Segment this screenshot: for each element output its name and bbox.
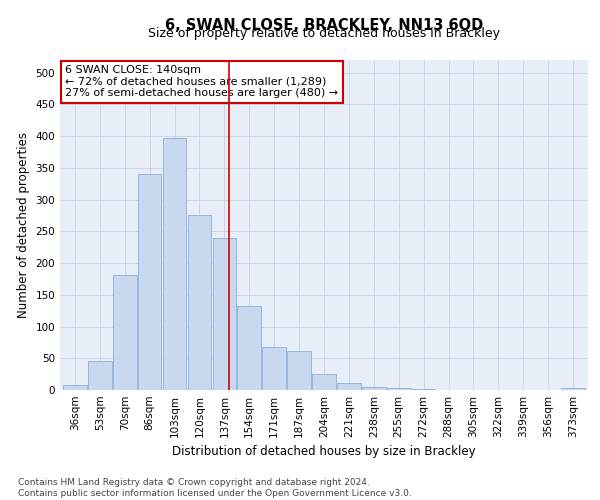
Bar xyxy=(138,174,161,390)
Bar xyxy=(412,388,436,390)
Bar xyxy=(337,383,361,390)
Bar xyxy=(163,138,187,390)
Text: 6, SWAN CLOSE, BRACKLEY, NN13 6QD: 6, SWAN CLOSE, BRACKLEY, NN13 6QD xyxy=(165,18,483,32)
Bar xyxy=(561,388,585,390)
Bar xyxy=(63,385,87,390)
Bar xyxy=(113,274,137,390)
Bar xyxy=(88,361,112,390)
X-axis label: Distribution of detached houses by size in Brackley: Distribution of detached houses by size … xyxy=(172,446,476,458)
Y-axis label: Number of detached properties: Number of detached properties xyxy=(17,132,30,318)
Text: 6 SWAN CLOSE: 140sqm
← 72% of detached houses are smaller (1,289)
27% of semi-de: 6 SWAN CLOSE: 140sqm ← 72% of detached h… xyxy=(65,65,338,98)
Text: Contains HM Land Registry data © Crown copyright and database right 2024.
Contai: Contains HM Land Registry data © Crown c… xyxy=(18,478,412,498)
Bar xyxy=(387,388,410,390)
Bar xyxy=(262,348,286,390)
Bar xyxy=(287,350,311,390)
Bar xyxy=(362,387,386,390)
Bar xyxy=(238,306,261,390)
Bar xyxy=(212,238,236,390)
Bar xyxy=(312,374,336,390)
Bar xyxy=(188,215,211,390)
Text: Size of property relative to detached houses in Brackley: Size of property relative to detached ho… xyxy=(148,28,500,40)
